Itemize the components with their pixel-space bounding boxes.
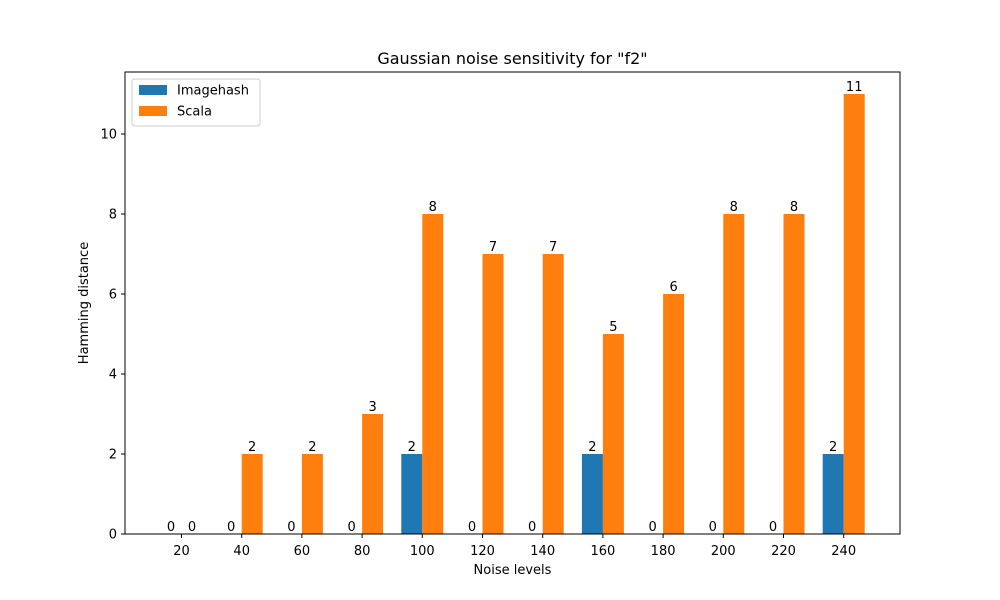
bar-scala-140 [542, 254, 564, 534]
y-axis: 0 2 4 6 8 10 [100, 128, 125, 543]
data-label-imagehash-40: 0 [227, 520, 235, 535]
x-tick-label: 180 [651, 544, 676, 559]
y-tick-label: 6 [109, 288, 117, 303]
bar-scala-60 [301, 454, 323, 534]
data-label-scala-240: 11 [846, 80, 863, 95]
bar-scala-80 [362, 414, 384, 534]
x-tick-label: 120 [470, 544, 495, 559]
data-label-scala-100: 8 [429, 200, 437, 215]
bar-imagehash-160 [581, 454, 603, 534]
data-label-imagehash-140: 0 [528, 520, 536, 535]
legend-swatch-scala [139, 106, 167, 116]
legend-label-imagehash: Imagehash [177, 84, 249, 99]
data-label-scala-120: 7 [489, 240, 497, 255]
x-tick-label: 160 [590, 544, 615, 559]
data-label-scala-60: 2 [308, 440, 316, 455]
bars-layer [241, 94, 865, 534]
bar-scala-40 [241, 454, 263, 534]
data-label-imagehash-180: 0 [648, 520, 656, 535]
data-label-imagehash-240: 2 [829, 440, 837, 455]
x-tick-label: 200 [711, 544, 736, 559]
y-tick-label: 8 [109, 208, 117, 223]
x-axis-label: Noise levels [474, 563, 552, 578]
x-tick-label: 20 [173, 544, 190, 559]
data-label-scala-140: 7 [549, 240, 557, 255]
y-axis-label: Hamming distance [77, 242, 92, 364]
bar-scala-100 [422, 214, 444, 534]
bar-imagehash-240 [822, 454, 844, 534]
bar-scala-160 [602, 334, 624, 534]
plot-frame [124, 71, 901, 535]
y-tick-label: 2 [109, 448, 117, 463]
x-tick-label: 100 [410, 544, 435, 559]
data-label-imagehash-120: 0 [468, 520, 476, 535]
x-tick-label: 220 [771, 544, 796, 559]
data-label-imagehash-20: 0 [167, 520, 175, 535]
data-label-scala-180: 6 [669, 280, 677, 295]
data-label-scala-20: 0 [188, 520, 196, 535]
legend: Imagehash Scala [131, 78, 261, 127]
data-label-imagehash-100: 2 [408, 440, 416, 455]
x-tick-label: 80 [354, 544, 371, 559]
legend-swatch-imagehash [139, 85, 167, 95]
x-tick-label: 40 [233, 544, 250, 559]
data-label-scala-80: 3 [368, 400, 376, 415]
bar-scala-200 [723, 214, 745, 534]
x-tick-label: 60 [294, 544, 311, 559]
data-label-imagehash-80: 0 [347, 520, 355, 535]
x-tick-label: 140 [530, 544, 555, 559]
data-label-scala-220: 8 [790, 200, 798, 215]
data-label-imagehash-220: 0 [769, 520, 777, 535]
data-label-imagehash-160: 2 [588, 440, 596, 455]
x-axis: 20 40 60 80 100 120 140 160 180 200 220 240 [173, 534, 856, 559]
x-tick-label: 240 [831, 544, 856, 559]
bar-scala-180 [663, 294, 685, 534]
chart-title: Gaussian noise sensitivity for "f2" [377, 49, 647, 68]
bar-scala-220 [783, 214, 805, 534]
legend-label-scala: Scala [177, 105, 212, 120]
y-tick-label: 0 [109, 528, 117, 543]
data-label-imagehash-200: 0 [709, 520, 717, 535]
data-label-scala-160: 5 [609, 320, 617, 335]
bar-scala-240 [843, 94, 865, 534]
bar-imagehash-100 [401, 454, 423, 534]
bar-scala-120 [482, 254, 504, 534]
y-tick-label: 10 [100, 128, 117, 143]
y-tick-label: 4 [109, 368, 117, 383]
data-label-imagehash-60: 0 [287, 520, 295, 535]
data-label-scala-40: 2 [248, 440, 256, 455]
data-label-scala-200: 8 [730, 200, 738, 215]
